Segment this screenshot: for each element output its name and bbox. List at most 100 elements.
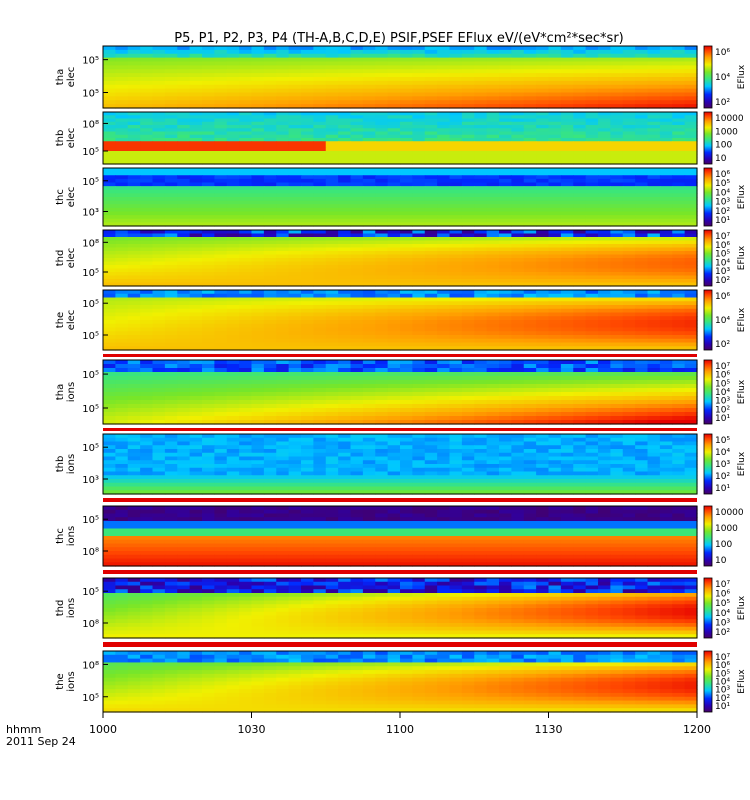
heatmap-cell — [202, 247, 215, 252]
heatmap-cell — [585, 218, 599, 223]
heatmap-cell — [164, 121, 178, 126]
heatmap-cell — [536, 182, 550, 187]
heatmap-cell — [573, 360, 587, 365]
heatmap-cell — [362, 416, 376, 421]
heatmap-cell — [103, 73, 116, 78]
heatmap-cell — [536, 445, 550, 450]
heatmap-cell — [573, 125, 587, 129]
heatmap-cell — [437, 112, 451, 116]
heatmap-cell — [387, 268, 401, 273]
heatmap-cell — [548, 65, 562, 70]
heatmap-cell — [239, 293, 253, 299]
heatmap-cell — [325, 251, 339, 256]
heatmap-cell — [239, 437, 253, 443]
heatmap-cell — [511, 118, 525, 123]
heatmap-cell — [659, 65, 673, 70]
heatmap-cell — [263, 154, 277, 159]
heatmap-cell — [251, 186, 265, 191]
heatmap-cell — [684, 178, 698, 184]
heatmap-cell — [140, 368, 154, 373]
heatmap-cell — [548, 69, 562, 74]
heatmap-cell — [140, 204, 154, 209]
heatmap-cell — [350, 247, 364, 252]
heatmap-cell — [140, 412, 154, 417]
heatmap-cell — [189, 392, 203, 397]
heatmap-cell — [375, 290, 389, 295]
heatmap-cell — [486, 147, 500, 152]
heatmap-cell — [276, 69, 290, 74]
heatmap-cell — [251, 282, 265, 287]
heatmap-cell — [499, 186, 512, 191]
heatmap-cell — [486, 151, 500, 155]
heatmap-cell — [214, 244, 228, 249]
heatmap-cell — [164, 134, 178, 139]
heatmap-cell — [375, 368, 389, 373]
heatmap-cell — [684, 272, 698, 277]
heatmap-cell — [647, 157, 661, 162]
heatmap-cell — [251, 154, 265, 159]
heatmap-cell — [548, 104, 562, 109]
heatmap-cell — [115, 449, 129, 454]
heatmap-cell — [598, 53, 611, 59]
heatmap-cell — [276, 157, 290, 162]
heatmap-cell — [585, 261, 599, 266]
heatmap-cell — [325, 115, 339, 120]
heatmap-cell — [115, 168, 129, 173]
heatmap-cell — [214, 222, 228, 227]
heatmap-cell — [523, 445, 537, 450]
heatmap-cell — [325, 279, 339, 284]
heatmap-cell — [325, 297, 339, 302]
heatmap-cell — [684, 323, 698, 329]
heatmap-cell — [573, 193, 587, 198]
heatmap-cell — [140, 445, 154, 450]
heatmap-cell — [202, 57, 215, 63]
heatmap-cell — [536, 254, 550, 259]
heatmap-cell — [276, 125, 290, 129]
heatmap-cell — [672, 96, 686, 101]
heatmap-cell — [387, 200, 401, 205]
heatmap-cell — [573, 312, 587, 317]
heatmap-cell — [424, 290, 438, 295]
heatmap-cell — [239, 251, 253, 256]
heatmap-cell — [152, 445, 166, 450]
heatmap-cell — [474, 331, 488, 336]
heatmap-cell — [573, 452, 587, 458]
heatmap-cell — [152, 441, 166, 446]
heatmap-cell — [536, 211, 550, 216]
heatmap-cell — [560, 182, 574, 187]
heatmap-cell — [585, 308, 599, 314]
heatmap-cell — [499, 154, 512, 159]
heatmap-cell — [325, 342, 339, 347]
heatmap-cell — [362, 237, 376, 242]
heatmap-cell — [226, 342, 240, 347]
heatmap-cell — [301, 215, 314, 220]
heatmap-cell — [214, 154, 228, 159]
heatmap-cell — [511, 272, 525, 277]
heatmap-cell — [164, 400, 178, 405]
heatmap-cell — [412, 305, 426, 310]
heatmap-cell — [536, 272, 550, 277]
heatmap-cell — [573, 160, 587, 165]
heatmap-cell — [610, 128, 624, 133]
heatmap-cell — [362, 186, 376, 191]
heatmap-cell — [362, 215, 376, 220]
heatmap-cell — [362, 254, 376, 259]
heatmap-cell — [647, 376, 661, 381]
heatmap-cell — [585, 338, 599, 344]
heatmap-cell — [338, 323, 352, 329]
heatmap-cell — [400, 290, 413, 295]
heatmap-cell — [115, 268, 129, 273]
heatmap-cell — [375, 49, 389, 55]
heatmap-cell — [486, 301, 500, 306]
heatmap-cell — [449, 49, 463, 55]
heatmap-cell — [598, 282, 611, 287]
heatmap-cell — [251, 445, 265, 450]
heatmap-cell — [375, 416, 389, 421]
heatmap-cell — [177, 331, 191, 336]
heatmap-cell — [573, 215, 587, 220]
heatmap-cell — [585, 193, 599, 198]
heatmap-cell — [598, 193, 611, 198]
heatmap-cell — [263, 125, 277, 129]
heatmap-cell — [523, 46, 537, 51]
heatmap-cell — [659, 388, 673, 393]
